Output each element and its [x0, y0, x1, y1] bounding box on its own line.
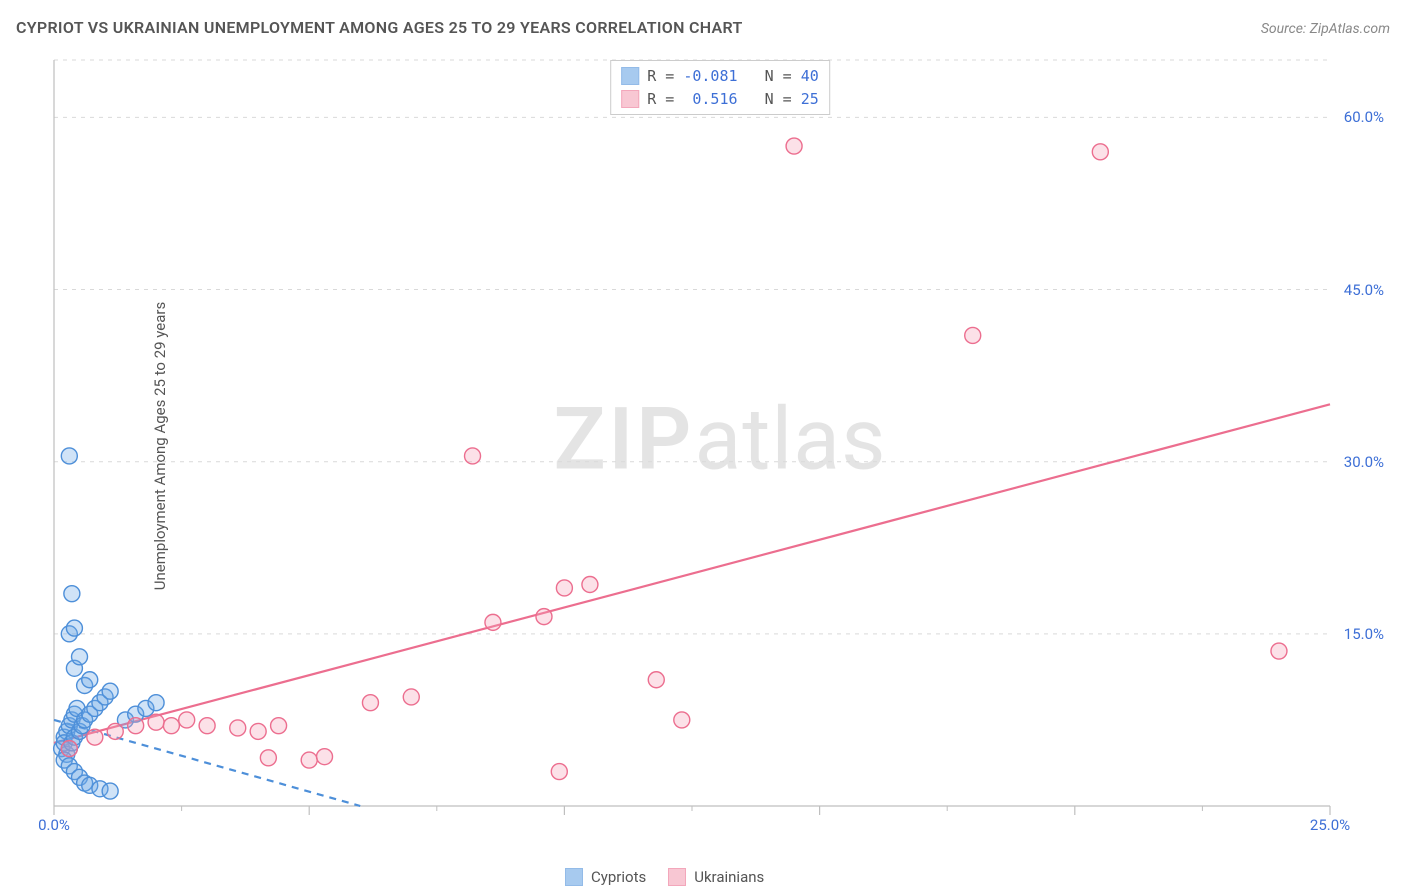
- chart-area: ZIPatlas R = -0.081 N = 40 R = 0.516 N =…: [50, 56, 1390, 832]
- chart-title: CYPRIOT VS UKRAINIAN UNEMPLOYMENT AMONG …: [16, 18, 743, 37]
- legend-stats-ukrainians: R = 0.516 N = 25: [647, 88, 819, 111]
- legend-row-cypriots: R = -0.081 N = 40: [621, 65, 819, 88]
- legend-item-ukrainians: Ukrainians: [668, 868, 764, 886]
- y-tick-label: 45.0%: [1344, 281, 1384, 299]
- legend-item-cypriots: Cypriots: [565, 868, 646, 886]
- scatter-plot-svg: [50, 56, 1390, 832]
- legend-stats-cypriots: R = -0.081 N = 40: [647, 65, 819, 88]
- legend-label-cypriots: Cypriots: [591, 868, 646, 886]
- source-label: Source: ZipAtlas.com: [1261, 21, 1390, 37]
- correlation-legend: R = -0.081 N = 40 R = 0.516 N = 25: [610, 60, 830, 115]
- y-tick-label: 30.0%: [1344, 453, 1384, 471]
- x-tick-label: 0.0%: [38, 816, 70, 834]
- y-tick-label: 60.0%: [1344, 108, 1384, 126]
- swatch-ukrainians: [621, 90, 639, 108]
- legend-row-ukrainians: R = 0.516 N = 25: [621, 88, 819, 111]
- swatch-cypriots: [621, 67, 639, 85]
- swatch-ukrainians-icon: [668, 868, 686, 886]
- legend-label-ukrainians: Ukrainians: [694, 868, 764, 886]
- series-legend: Cypriots Ukrainians: [565, 868, 764, 886]
- y-tick-label: 15.0%: [1344, 625, 1384, 643]
- x-tick-label: 25.0%: [1310, 816, 1350, 834]
- swatch-cypriots-icon: [565, 868, 583, 886]
